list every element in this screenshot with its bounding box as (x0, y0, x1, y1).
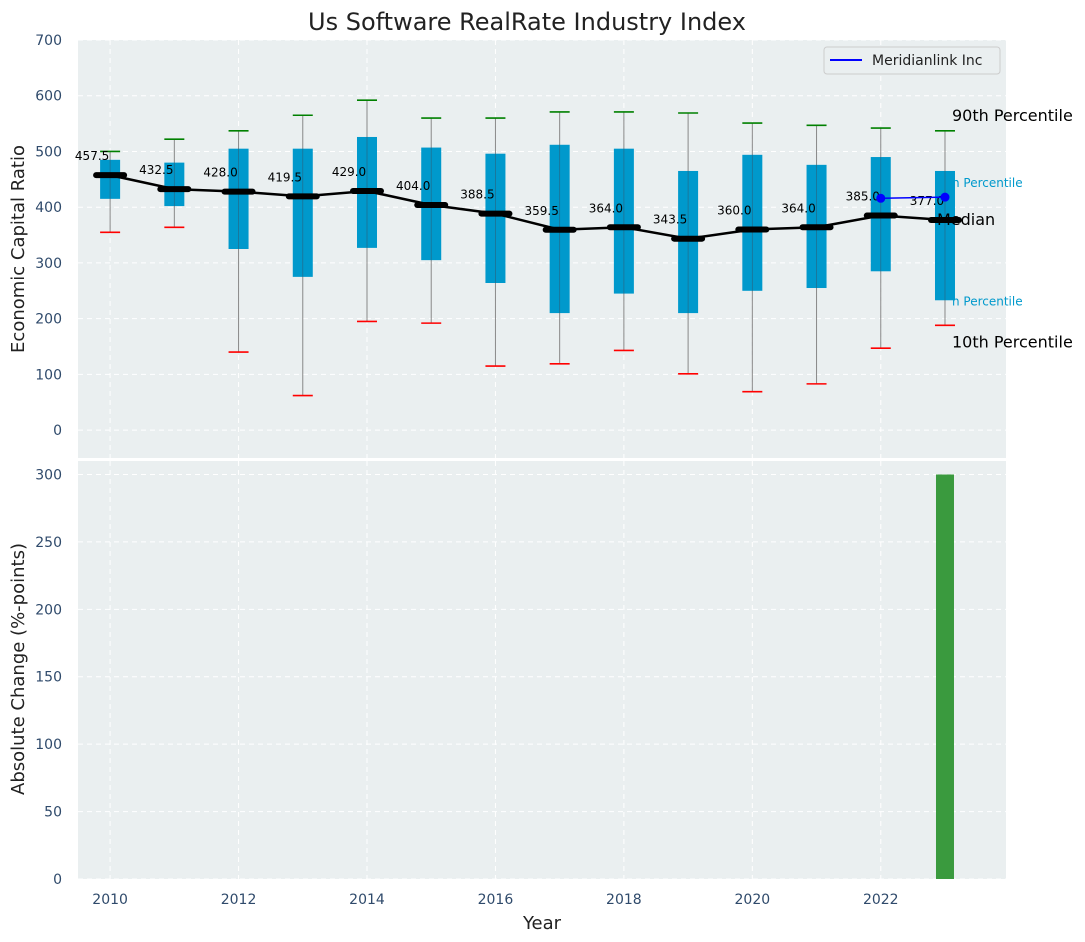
median-value-label: 457.5 (75, 149, 109, 163)
change-bars (935, 474, 954, 879)
x-tick-label: 2022 (863, 892, 899, 908)
x-tick-label: 2016 (478, 892, 514, 908)
company-point (940, 192, 950, 202)
annotation-p25: h Percentile (952, 294, 1023, 308)
legend-label: Meridianlink Inc (872, 53, 982, 69)
median-value-label: 360.0 (717, 203, 751, 217)
top-y-tick-label: 200 (35, 312, 62, 328)
x-ticks: 2010 2012 2014 2016 2018 2020 2022 (92, 892, 898, 908)
bottom-y-tick-label: 300 (35, 467, 62, 483)
company-point (876, 193, 886, 203)
bottom-y-tick-label: 50 (44, 805, 62, 821)
top-y-tick-label: 100 (35, 367, 62, 383)
top-y-tick-label: 0 (53, 423, 62, 439)
bottom-y-tick-label: 0 (53, 872, 62, 888)
bottom-y-tick-label: 200 (35, 602, 62, 618)
annotation-p90: 90th Percentile (952, 106, 1073, 125)
company-series (876, 192, 950, 203)
percentile-annotations: 90th Percentile h Percentile Median h Perce… (937, 106, 1073, 352)
legend: Meridianlink Inc (823, 46, 1001, 75)
median-value-label: 404.0 (396, 179, 430, 193)
x-tick-label: 2018 (606, 892, 642, 908)
chart-title: Us Software RealRate Industry Index (308, 8, 746, 36)
top-y-tick-label: 400 (35, 200, 62, 216)
median-series (93, 172, 962, 242)
bottom-grid (78, 461, 1006, 880)
median-value-label: 364.0 (589, 201, 623, 215)
bottom-y-tick-label: 150 (35, 670, 62, 686)
x-tick-label: 2010 (92, 892, 128, 908)
top-plot-area (78, 40, 1006, 458)
box-series (100, 99, 955, 397)
x-axis-label: Year (522, 913, 562, 934)
median-value-label: 432.5 (139, 163, 173, 177)
x-tick-label: 2014 (349, 892, 385, 908)
top-y-ticks: 0 100 200 300 400 500 600 700 (35, 33, 62, 439)
median-value-label: 429.0 (332, 165, 366, 179)
median-value-label: 364.0 (781, 201, 815, 215)
x-tick-label: 2012 (221, 892, 257, 908)
legend-box (823, 46, 1001, 75)
median-value-label: 343.5 (653, 213, 687, 227)
change-bar (935, 474, 954, 879)
bottom-y-axis-label: Absolute Change (%-points) (8, 543, 29, 795)
bottom-plot-area (78, 461, 1006, 879)
top-y-tick-label: 700 (35, 33, 62, 49)
median-value-label: 419.5 (268, 170, 302, 184)
median-value-label: 385.0 (846, 190, 880, 204)
median-value-label: 359.5 (524, 204, 558, 218)
top-y-tick-label: 600 (35, 89, 62, 105)
bottom-y-tick-label: 250 (35, 535, 62, 551)
x-tick-label: 2020 (735, 892, 771, 908)
median-value-label: 388.5 (460, 188, 494, 202)
annotation-median: Median (937, 210, 995, 229)
annotation-p75: h Percentile (952, 176, 1023, 190)
annotation-p10: 10th Percentile (952, 332, 1073, 351)
company-line (880, 196, 946, 200)
bottom-y-ticks: 0 50 100 150 200 250 300 (35, 467, 62, 888)
top-y-tick-label: 300 (35, 256, 62, 272)
bottom-y-tick-label: 100 (35, 737, 62, 753)
top-y-axis-label: Economic Capital Ratio (8, 145, 29, 353)
top-y-tick-label: 500 (35, 144, 62, 160)
median-value-label: 377.0 (910, 194, 944, 208)
median-value-label: 428.0 (203, 166, 237, 180)
